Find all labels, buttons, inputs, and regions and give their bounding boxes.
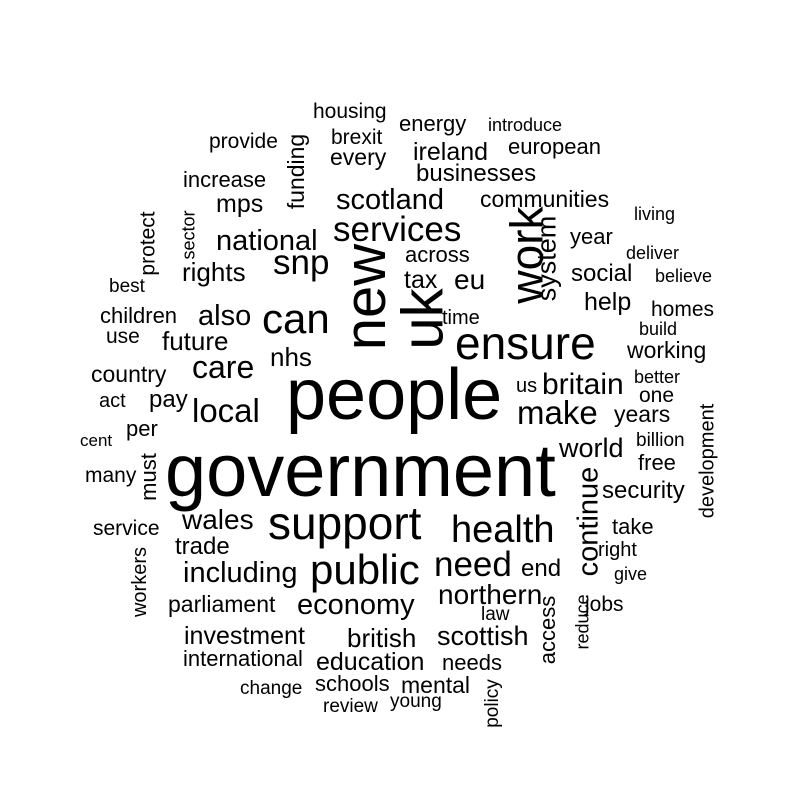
word-development: development	[696, 403, 719, 519]
word-living: living	[634, 204, 676, 224]
word-eu: eu	[454, 264, 486, 295]
word-britain: britain	[542, 368, 624, 401]
word-provide: provide	[209, 130, 278, 153]
word-can: can	[262, 295, 330, 342]
word-public: public	[310, 546, 420, 593]
word-many: many	[85, 464, 137, 487]
word-need: need	[434, 545, 512, 584]
word-ireland: ireland	[413, 138, 489, 166]
word-also: also	[198, 300, 252, 332]
word-better: better	[634, 367, 681, 387]
word-pay: pay	[149, 386, 188, 413]
word-care: care	[192, 349, 255, 385]
word-billion: billion	[636, 430, 685, 451]
word-children: children	[100, 303, 178, 328]
word-end: end	[521, 555, 562, 582]
word-health: health	[451, 509, 555, 551]
word-work: work	[500, 206, 553, 304]
word-jobs: jobs	[585, 593, 624, 616]
word-per: per	[126, 416, 158, 441]
word-services: services	[333, 210, 462, 249]
word-world: world	[559, 433, 624, 463]
word-schools: schools	[315, 671, 390, 696]
word-sector: sector	[178, 210, 199, 260]
word-support: support	[268, 497, 422, 549]
word-scottish: scottish	[437, 621, 529, 651]
word-security: security	[602, 477, 685, 504]
word-government: government	[165, 429, 556, 512]
word-european: european	[508, 134, 601, 159]
word-british: british	[347, 623, 417, 653]
word-rights: rights	[182, 257, 246, 287]
word-act: act	[99, 390, 126, 412]
word-believe: believe	[655, 266, 713, 286]
word-parliament: parliament	[168, 591, 276, 617]
word-including: including	[183, 557, 298, 589]
word-local: local	[192, 392, 260, 429]
word-across: across	[405, 242, 470, 267]
word-nhs: nhs	[270, 342, 312, 372]
word-protect: protect	[136, 211, 160, 276]
word-businesses: businesses	[416, 160, 537, 187]
word-time: time	[442, 307, 480, 329]
word-use: use	[106, 325, 140, 348]
word-one: one	[639, 384, 675, 407]
word-snp: snp	[273, 243, 330, 282]
word-deliver: deliver	[626, 243, 680, 263]
word-years: years	[614, 401, 671, 427]
word-reduce: reduce	[572, 594, 593, 650]
word-introduce: introduce	[488, 115, 563, 135]
word-economy: economy	[297, 589, 415, 621]
word-homes: homes	[651, 298, 715, 321]
word-new: new	[333, 243, 399, 351]
word-energy: energy	[399, 111, 467, 136]
word-people: people	[286, 355, 503, 435]
word-build: build	[639, 319, 678, 339]
word-law: law	[481, 604, 510, 625]
word-international: international	[183, 646, 303, 671]
word-mental: mental	[401, 672, 471, 698]
word-service: service	[93, 517, 160, 540]
word-help: help	[584, 288, 632, 316]
word-brexit: brexit	[331, 126, 383, 149]
word-best: best	[109, 276, 145, 297]
word-access: access	[535, 595, 561, 665]
word-social: social	[571, 260, 633, 287]
word-policy: policy	[481, 679, 503, 728]
word-must: must	[135, 453, 161, 501]
word-mps: mps	[216, 190, 264, 218]
word-change: change	[240, 678, 303, 699]
word-country: country	[91, 361, 167, 387]
word-right: right	[598, 539, 637, 561]
word-needs: needs	[442, 650, 502, 675]
word-northern: northern	[438, 579, 543, 610]
word-workers: workers	[129, 546, 152, 618]
word-cent: cent	[80, 431, 113, 450]
word-national: national	[216, 225, 318, 257]
word-tax: tax	[404, 266, 438, 294]
word-working: working	[627, 337, 707, 363]
word-us: us	[516, 375, 538, 397]
word-investment: investment	[184, 622, 305, 650]
word-future: future	[162, 326, 229, 356]
word-young: young	[390, 691, 442, 712]
word-take: take	[612, 514, 654, 539]
word-free: free	[638, 450, 676, 475]
word-wales: wales	[182, 504, 254, 535]
word-ensure: ensure	[455, 317, 596, 369]
word-year: year	[570, 224, 613, 249]
word-give: give	[614, 564, 648, 584]
word-make: make	[517, 394, 598, 431]
word-scotland: scotland	[336, 184, 445, 216]
word-housing: housing	[313, 100, 387, 123]
word-communities: communities	[480, 186, 610, 212]
word-education: education	[316, 648, 425, 676]
word-review: review	[323, 696, 378, 717]
word-increase: increase	[183, 167, 267, 192]
word-trade: trade	[175, 533, 230, 560]
word-funding: funding	[283, 133, 310, 210]
word-every: every	[330, 144, 387, 170]
